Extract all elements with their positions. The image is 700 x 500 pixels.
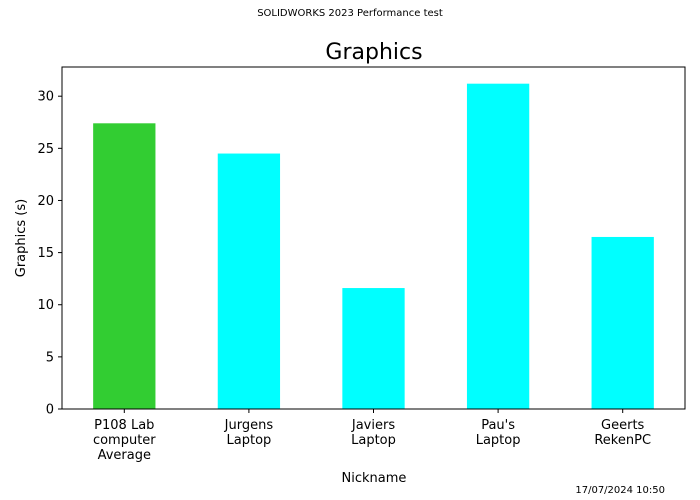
x-axis: P108 Lab computer Average Jurgens Laptop Javi… [93,409,651,463]
y-tick-label: 5 [46,350,54,365]
bars-group [93,83,654,410]
bar-0 [93,123,156,410]
bar-4 [591,236,654,409]
x-axis-label: Nickname [342,471,407,486]
x-tick-label: Javiers Laptop [351,418,396,448]
bar-2 [342,288,405,409]
y-tick-label: 0 [46,403,54,418]
y-axis: 0 5 10 15 20 25 30 [37,90,62,418]
chart-title: Graphics [325,40,422,65]
figure-suptitle: SOLIDWORKS 2023 Performance test [257,8,443,19]
timestamp-footer: 17/07/2024 10:50 [575,485,665,496]
x-tick-label: Geerts RekenPC [594,418,651,448]
x-tick-label: Jurgens Laptop [224,418,274,448]
y-tick-label: 15 [37,246,54,261]
x-tick-label: Pau's Laptop [476,418,521,448]
y-tick-label: 10 [37,298,54,313]
y-tick-label: 30 [37,90,54,105]
x-tick-label: P108 Lab computer Average [93,418,156,463]
y-axis-label: Graphics (s) [14,199,29,277]
y-tick-label: 25 [37,142,54,157]
bar-1 [217,153,281,409]
y-tick-label: 20 [37,194,54,209]
bar-3 [466,83,530,410]
